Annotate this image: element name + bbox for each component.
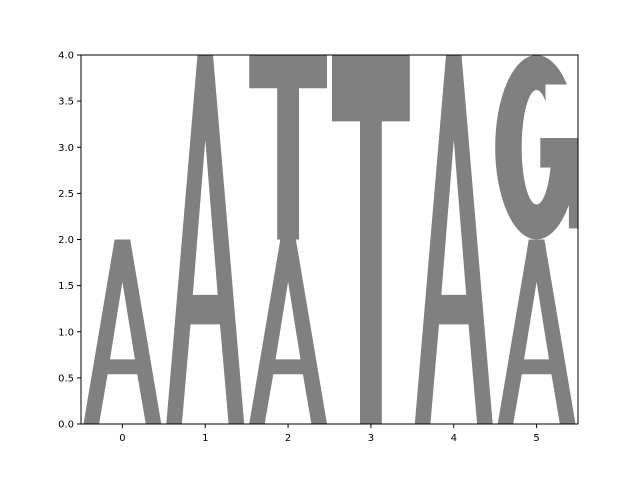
- logo-letter-a-pos0: [83, 239, 162, 424]
- x-tick-label-3: 3: [368, 433, 374, 444]
- x-tick-label-1: 1: [202, 433, 208, 444]
- x-tick-label-0: 0: [119, 433, 125, 444]
- y-tick-label-0.0: 0.0: [58, 420, 74, 431]
- y-tick-label-2.5: 2.5: [58, 189, 74, 200]
- x-tick-label-4: 4: [451, 433, 457, 444]
- y-tick-label-1.0: 1.0: [58, 327, 74, 338]
- x-tick-label-5: 5: [533, 433, 539, 444]
- logo-letter-a-pos5: [497, 239, 576, 424]
- y-tick-label-3.0: 3.0: [58, 143, 74, 154]
- y-tick-label-3.5: 3.5: [58, 97, 74, 108]
- y-tick-label-4.0: 4.0: [58, 51, 74, 62]
- logo-letter-a-pos2: [249, 239, 327, 424]
- x-axis: 0 1 2 3 4 5: [119, 424, 540, 444]
- logo-letter-g-pos5: [495, 55, 578, 240]
- logo-letter-a-pos1: [166, 55, 245, 424]
- logo-letters: [83, 55, 578, 424]
- y-axis: 0.0 0.5 1.0 1.5 2.0 2.5 3.0 3.5 4.0: [58, 51, 81, 431]
- g-gap: [545, 84, 578, 139]
- logo-letter-a-pos4: [414, 55, 493, 424]
- y-tick-label-0.5: 0.5: [58, 373, 74, 384]
- logo-letter-t-pos3: [332, 55, 410, 424]
- y-tick-label-2.0: 2.0: [58, 235, 74, 246]
- logo-letter-t-pos2: [249, 55, 327, 240]
- x-tick-label-2: 2: [285, 433, 291, 444]
- y-tick-label-1.5: 1.5: [58, 281, 74, 292]
- g-stem: [568, 138, 578, 229]
